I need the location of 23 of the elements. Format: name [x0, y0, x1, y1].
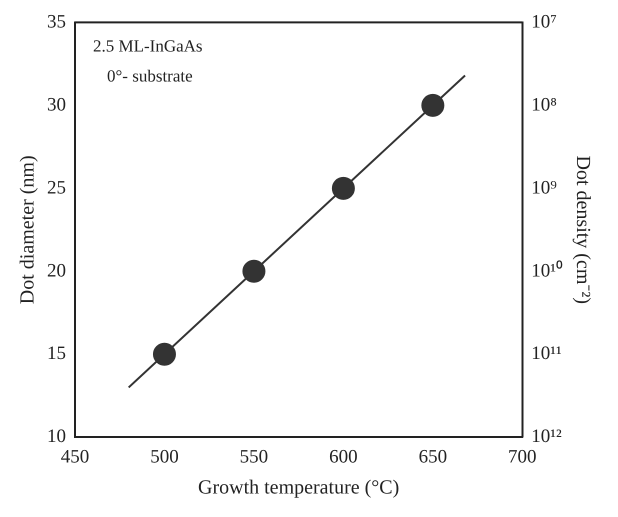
x-tick-label: 450: [60, 446, 90, 468]
y-tick-label: 20: [47, 260, 66, 282]
annotation: 0°- substrate: [107, 66, 193, 86]
x-tick-label: 650: [418, 446, 448, 468]
y-tick-label: 10: [47, 426, 66, 448]
y2-tick-label: 10¹¹: [531, 343, 562, 364]
y2-tick-label: 10¹²: [531, 426, 562, 448]
y-tick-label: 25: [47, 177, 66, 198]
annotation: 2.5 ML-InGaAs: [93, 36, 203, 56]
y2-axis-title: Dot density (cm⁻²): [572, 156, 594, 304]
x-tick-label: 500: [150, 446, 179, 468]
x-tick-label: 550: [240, 446, 268, 468]
y2-tick-label: 10⁸: [531, 94, 557, 116]
y2-tick-label: 10⁹: [531, 177, 558, 198]
x-tick-label: 700: [508, 446, 537, 468]
y-tick-label: 15: [47, 343, 66, 364]
y-axis-title: Dot diameter (nm): [16, 155, 38, 304]
y-tick-label: 35: [47, 11, 66, 32]
x-axis-title: Growth temperature (°C): [198, 476, 400, 498]
y2-tick-label: 10¹⁰: [531, 259, 564, 282]
x-tick-label: 600: [329, 446, 358, 468]
y-tick-label: 30: [47, 94, 66, 116]
y2-tick-label: 10⁷: [531, 11, 557, 32]
